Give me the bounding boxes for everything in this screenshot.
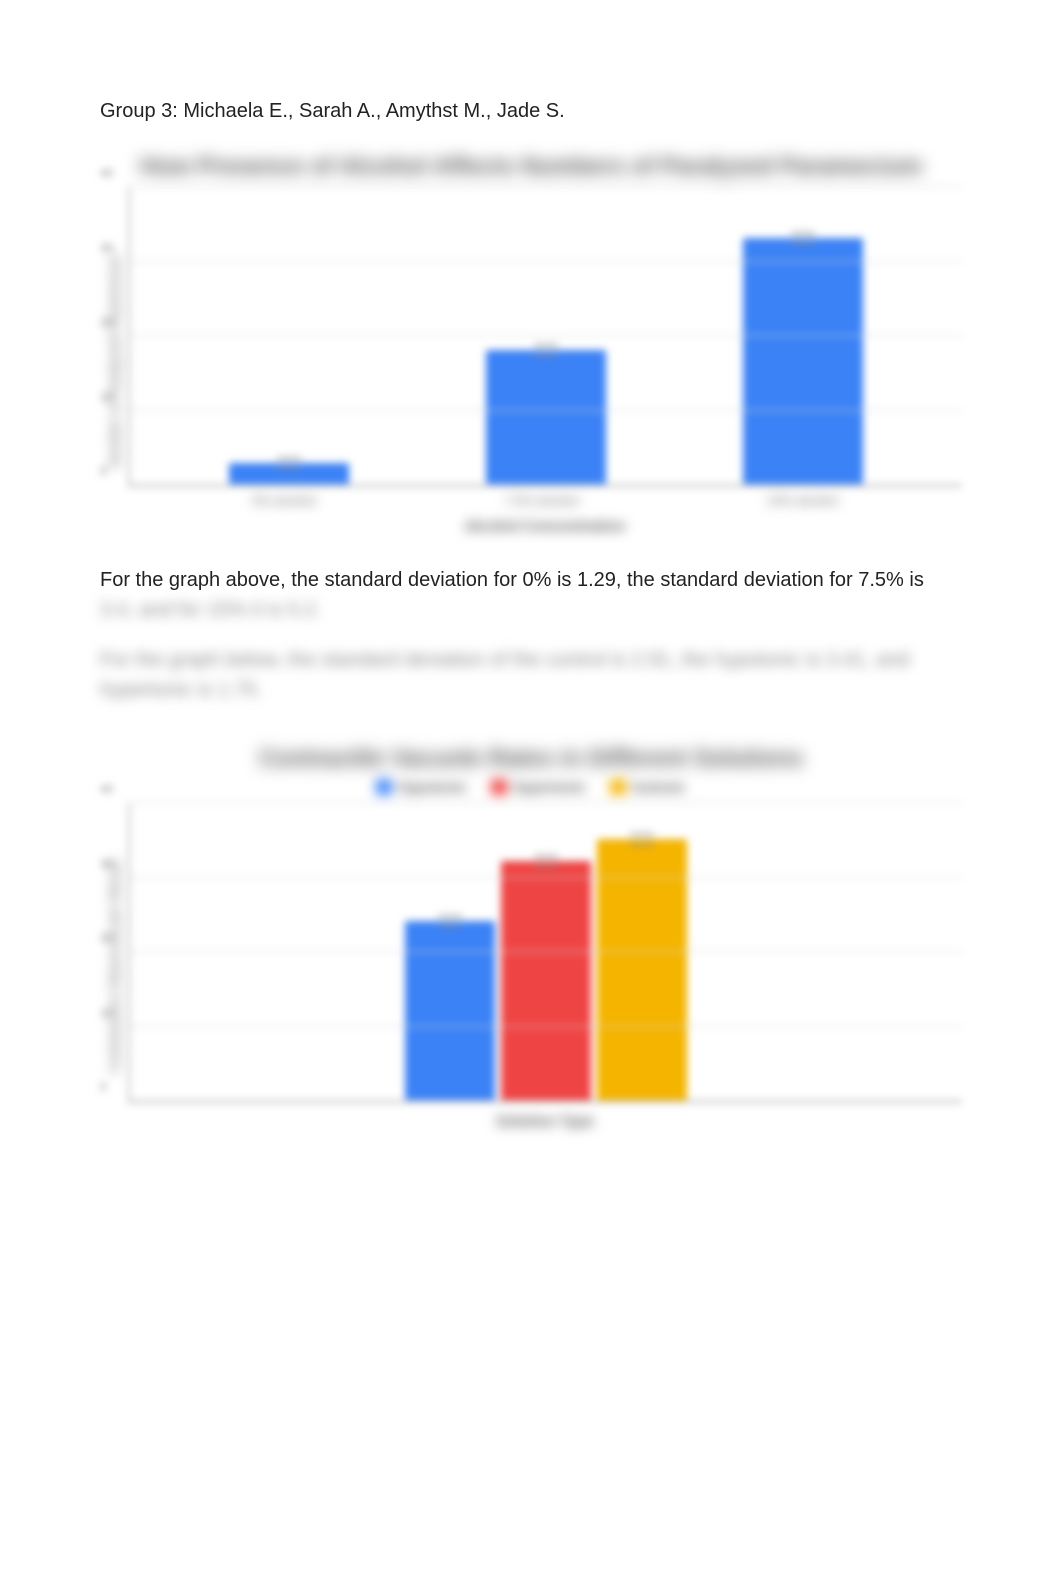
chart1-x-tick: 0% alcohol xyxy=(252,493,316,508)
chart2-x-label: Solution Type xyxy=(128,1113,962,1130)
legend-label: Hypotonic xyxy=(398,779,466,795)
paragraph-1: For the graph above, the standard deviat… xyxy=(100,565,962,625)
paragraph-1-visible: For the graph above, the standard deviat… xyxy=(100,569,924,591)
legend-swatch xyxy=(610,779,626,795)
chart2-bar-group xyxy=(405,839,687,1102)
chart2-legend-item: Hypertonic xyxy=(491,779,586,795)
legend-label: Hypertonic xyxy=(513,779,586,795)
chart2-bar xyxy=(501,861,591,1101)
chart1-title: How Presence of Alcohol Affects Numbers … xyxy=(100,153,962,181)
legend-label: Isotonic xyxy=(632,779,686,795)
chart2-bar xyxy=(405,921,495,1101)
chart2-legend-item: Hypotonic xyxy=(376,779,466,795)
chart1-plot: 010203040 xyxy=(128,187,962,487)
chart1-bar xyxy=(486,350,606,485)
group-header: Group 3: Michaela E., Sarah A., Amythst … xyxy=(100,100,962,123)
paragraph-2-blurred: For the graph below, the standard deviat… xyxy=(100,645,962,705)
chart1-x-tick: 7.5% alcohol xyxy=(504,493,578,508)
document-page: Group 3: Michaela E., Sarah A., Amythst … xyxy=(0,0,1062,1130)
legend-swatch xyxy=(376,779,392,795)
chart1-x-tick: 15% alcohol xyxy=(767,493,838,508)
chart1-bar xyxy=(229,463,349,486)
chart-alcohol-paramecium: How Presence of Alcohol Affects Numbers … xyxy=(100,153,962,535)
chart1-x-label: Alcohol Concentration xyxy=(128,518,962,535)
legend-swatch xyxy=(491,779,507,795)
chart2-bar xyxy=(597,839,687,1102)
chart1-bar xyxy=(743,238,863,486)
paragraph-1-blurred: 3.4, and for 15% it is 5.2. xyxy=(100,599,321,621)
chart1-x-ticks: 0% alcohol 7.5% alcohol 15% alcohol xyxy=(128,487,962,508)
chart-vacuole-rates: Contractile Vacuole Rates in Different S… xyxy=(100,745,962,1130)
chart2-plot: 010203040 xyxy=(128,803,962,1103)
chart2-legend-item: Isotonic xyxy=(610,779,686,795)
chart2-title: Contractile Vacuole Rates in Different S… xyxy=(100,745,962,773)
chart1-y-label: Number of Paralyzed Paramecium xyxy=(100,187,128,535)
chart2-legend: Hypotonic Hypertonic Isotonic xyxy=(100,779,962,795)
